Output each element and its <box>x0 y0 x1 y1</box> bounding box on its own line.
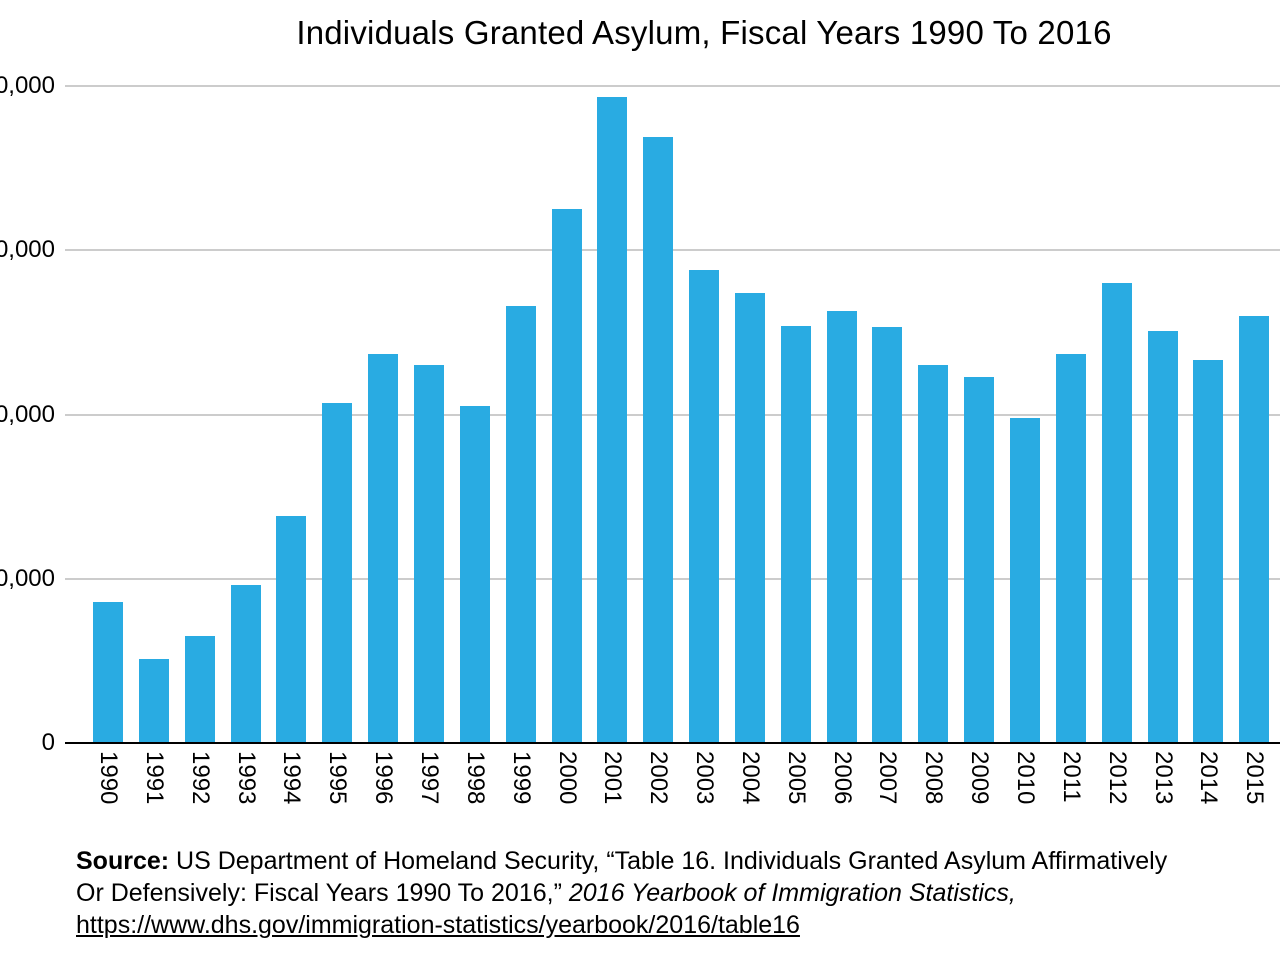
x-axis-tick-label: 1998 <box>461 751 489 805</box>
y-axis-tick-label: 40,000 <box>0 72 55 99</box>
bar-2014 <box>1193 360 1224 743</box>
x-axis-tick-label: 2004 <box>736 751 764 805</box>
x-axis-tick-label: 2006 <box>828 751 856 805</box>
y-axis-tick-label: 10,000 <box>0 564 55 592</box>
source-link[interactable]: https://www.dhs.gov/immigration-statisti… <box>76 911 800 939</box>
x-axis-tick-label: 1997 <box>415 751 443 805</box>
x-axis-tick-label: 2008 <box>920 751 948 805</box>
x-axis-tick-label: 2011 <box>1057 751 1085 803</box>
x-axis-tick-label: 1990 <box>95 751 122 805</box>
bar-2005 <box>780 325 811 743</box>
bar-2009 <box>964 376 995 743</box>
x-axis-tick-label: 1995 <box>324 751 352 805</box>
source-line-3: https://www.dhs.gov/immigration-statisti… <box>76 909 1280 941</box>
source-citation-italic: 2016 Yearbook of Immigration Statistics, <box>568 879 1016 907</box>
bar-2010 <box>1010 417 1040 743</box>
bar-2002 <box>643 136 674 743</box>
source-label: Source: <box>76 847 170 875</box>
bar-2000 <box>551 209 582 743</box>
x-axis-tick-label: 2009 <box>966 751 994 805</box>
x-axis-tick-label: 1991 <box>140 751 168 805</box>
x-axis-tick-label: 2007 <box>874 751 902 805</box>
x-axis-tick-label: 1994 <box>278 751 306 805</box>
x-axis-tick-label: 2002 <box>645 751 673 805</box>
source-text-2: Or Defensively: Fiscal Years 1990 To 201… <box>76 879 569 907</box>
source-text-1: US Department of Homeland Security, “Tab… <box>169 847 1168 875</box>
x-axis-tick-label: 1999 <box>507 751 535 805</box>
bar-1996 <box>368 353 399 743</box>
bar-2012 <box>1101 283 1132 743</box>
x-axis-tick-label: 2010 <box>1012 751 1039 805</box>
bar-2015 <box>1239 315 1270 743</box>
source-line-1: Source: US Department of Homeland Securi… <box>76 845 1280 877</box>
bar-2007 <box>872 327 903 743</box>
bar-1999 <box>505 306 536 743</box>
x-axis-line <box>65 742 1280 744</box>
bar-1995 <box>322 403 353 743</box>
bar-1990 <box>93 601 123 743</box>
x-axis-tick-label: 1996 <box>370 751 398 805</box>
bar-2008 <box>918 365 949 743</box>
x-axis-tick-label: 2001 <box>599 751 627 805</box>
x-axis-tick-label: 2012 <box>1103 751 1131 805</box>
bar-1998 <box>459 406 490 743</box>
gridline <box>65 85 1280 87</box>
source-line-2: Or Defensively: Fiscal Years 1990 To 201… <box>76 877 1280 909</box>
x-axis-tick-label: 2015 <box>1241 751 1269 805</box>
x-axis-tick-label: 1992 <box>186 751 214 805</box>
bar-2011 <box>1055 353 1086 743</box>
x-axis-tick-label: 2005 <box>782 751 810 805</box>
bar-2013 <box>1147 330 1178 743</box>
bar-1997 <box>413 365 444 743</box>
y-axis-tick-label: 20,000 <box>0 400 55 428</box>
x-axis-tick-label: 2003 <box>691 751 719 805</box>
source-note: Source: US Department of Homeland Securi… <box>76 845 1280 941</box>
bar-2004 <box>734 292 765 743</box>
bar-1994 <box>276 516 307 743</box>
chart-title: Individuals Granted Asylum, Fiscal Years… <box>296 14 1112 51</box>
bar-2006 <box>826 311 857 743</box>
bar-2003 <box>689 269 720 743</box>
y-axis-tick-label: 30,000 <box>0 236 55 264</box>
x-axis-tick-label: 2000 <box>553 751 581 805</box>
x-axis-tick-label: 2014 <box>1195 751 1223 805</box>
x-axis-tick-label: 2013 <box>1149 751 1177 805</box>
bar-1993 <box>230 585 261 743</box>
y-axis-tick-label: 0 <box>41 729 55 756</box>
bar-1992 <box>184 636 215 743</box>
x-axis-tick-label: 1993 <box>232 751 260 805</box>
bar-1991 <box>138 659 169 743</box>
bar-2001 <box>597 97 628 743</box>
